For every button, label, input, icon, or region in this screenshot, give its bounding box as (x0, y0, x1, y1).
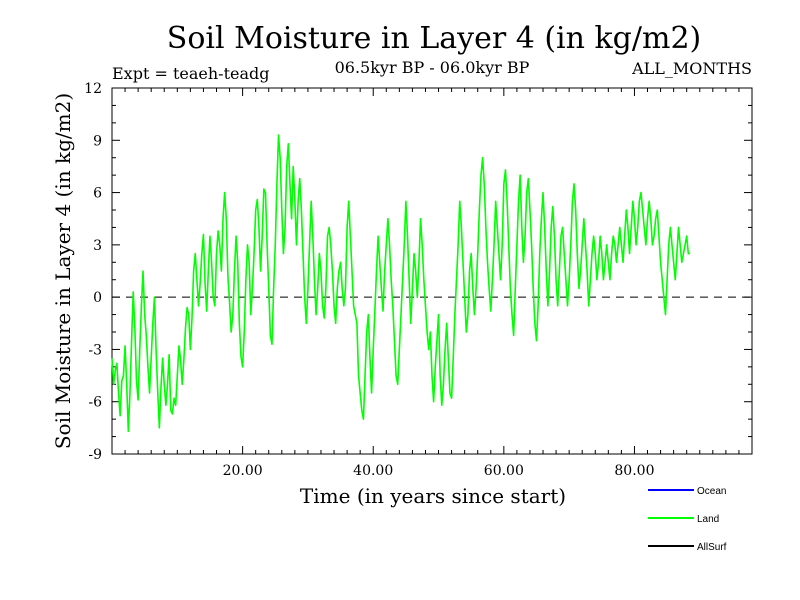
y-tick-label: -6 (88, 395, 102, 411)
x-tick-label: 40.00 (353, 463, 393, 479)
plot-area: -9 -6 -3 0 3 6 9 12 20.00 40.00 60.00 80.00 (84, 81, 753, 479)
y-axis: -9 -6 -3 0 3 6 9 12 (84, 81, 752, 463)
experiment-label: Expt = teaeh-teadg (112, 64, 270, 83)
y-tick-label: -3 (88, 342, 102, 358)
months-label: ALL_MONTHS (631, 59, 752, 78)
y-axis-label: Soil Moisture in Layer 4 (in kg/m2) (51, 93, 75, 449)
y-tick-label: -9 (88, 447, 102, 463)
legend-label-ocean: Ocean (697, 486, 726, 497)
chart-title: Soil Moisture in Layer 4 (in kg/m2) (167, 21, 701, 56)
chart-subtitle: 06.5kyr BP - 06.0kyr BP (335, 58, 530, 77)
x-axis: 20.00 40.00 60.00 80.00 (124, 88, 753, 479)
legend: Ocean Land AllSurf (648, 486, 727, 553)
legend-label-land: Land (697, 514, 719, 525)
y-tick-label: 3 (93, 238, 102, 254)
x-tick-label: 60.00 (484, 463, 524, 479)
x-tick-label: 20.00 (223, 463, 263, 479)
land-series-line (111, 134, 690, 433)
y-tick-label: 12 (84, 81, 102, 97)
y-tick-label: 6 (93, 186, 102, 202)
plot-frame (111, 87, 753, 455)
legend-label-allsurf: AllSurf (697, 542, 727, 553)
x-tick-label: 80.00 (614, 463, 654, 479)
y-tick-label: 0 (93, 290, 102, 306)
y-tick-label: 9 (93, 133, 102, 149)
x-axis-label: Time (in years since start) (300, 484, 566, 508)
